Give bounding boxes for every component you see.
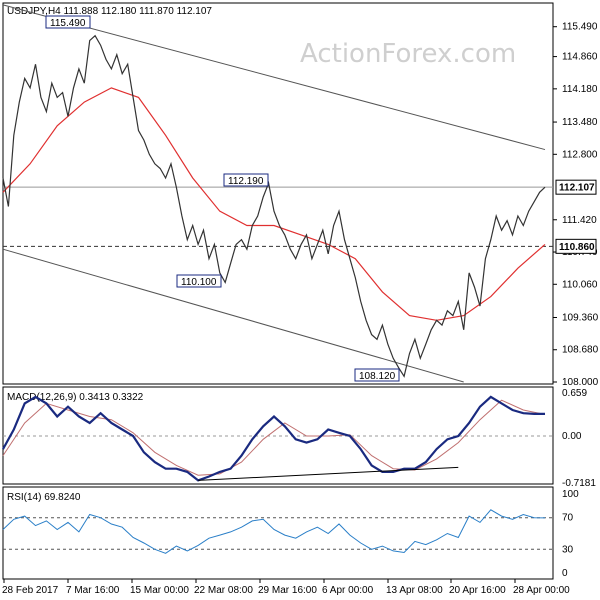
rsi-line bbox=[2, 509, 546, 554]
price-y-tick-5: 111.420 bbox=[562, 215, 597, 226]
price-y-tick-7: 110.060 bbox=[562, 279, 598, 290]
rsi-header: RSI(14) 69.8240 bbox=[7, 492, 81, 503]
x-tick-label-8: 28 Apr 00:00 bbox=[513, 585, 570, 596]
macd-y-tick-1: 0.00 bbox=[562, 431, 582, 442]
macd-y-tick-0: 0.659 bbox=[562, 388, 587, 399]
price-header: USDJPY,H4 111.888 112.180 111.870 112.10… bbox=[7, 6, 212, 17]
macd-signal-line bbox=[2, 399, 546, 476]
rsi-y-tick-0: 100 bbox=[562, 489, 579, 500]
callout-1: 112.190 bbox=[223, 173, 269, 187]
rsi-y-tick-2: 30 bbox=[562, 544, 574, 555]
x-tick-label-3: 22 Mar 08:00 bbox=[194, 585, 253, 596]
callout-box-3 bbox=[354, 368, 400, 382]
callout-box-1 bbox=[223, 173, 269, 187]
rsi-panel-frame bbox=[2, 486, 554, 580]
price-y-tick-4: 112.800 bbox=[562, 149, 598, 160]
price-y-tick-3: 113.480 bbox=[562, 117, 598, 128]
price-y-tick-0: 115.490 bbox=[562, 22, 598, 33]
support-level-tag-text: 110.860 bbox=[559, 242, 595, 253]
callout-2: 110.100 bbox=[176, 274, 222, 288]
x-tick-label-1: 7 Mar 16:00 bbox=[66, 585, 120, 596]
rsi-y-tick-1: 70 bbox=[562, 513, 574, 524]
rsi-plot: 100 70 30 0 bbox=[2, 489, 579, 579]
callout-3: 108.120 bbox=[354, 368, 400, 382]
support-level-tag: 110.860 bbox=[555, 238, 597, 254]
moving-average-line bbox=[2, 87, 546, 321]
macd-panel-frame bbox=[2, 386, 554, 485]
rsi-y-tick-3: 0 bbox=[562, 568, 568, 579]
watermark: ActionForex.com bbox=[300, 39, 516, 69]
x-tick-label-5: 6 Apr 00:00 bbox=[322, 585, 374, 596]
macd-divergence-line bbox=[198, 466, 459, 481]
price-y-tick-8: 109.360 bbox=[562, 313, 599, 324]
price-y-tick-10: 108.000 bbox=[562, 377, 599, 388]
price-plot: 115.490 114.860 114.180 113.480 112.800 111.4… bbox=[2, 4, 599, 388]
price-y-tick-2: 114.180 bbox=[562, 84, 598, 95]
support-level-tag-box bbox=[555, 238, 597, 254]
callout-box-0 bbox=[45, 15, 91, 29]
x-tick-label-0: 28 Feb 2017 bbox=[2, 585, 59, 596]
x-tick-label-2: 15 Mar 00:00 bbox=[130, 585, 189, 596]
macd-y-tick-2: -0.7181 bbox=[562, 478, 596, 489]
time-axis: 28 Feb 2017 7 Mar 16:00 15 Mar 00:00 22 Mar… bbox=[2, 579, 570, 596]
macd-header: MACD(12,26,9) 0.3413 0.3322 bbox=[7, 392, 144, 403]
macd-line bbox=[2, 395, 545, 482]
callout-label-2: 110.100 bbox=[181, 277, 217, 288]
lower-channel-line bbox=[2, 248, 464, 383]
callout-label-3: 108.120 bbox=[359, 371, 396, 382]
callout-0: 115.490 bbox=[45, 15, 91, 29]
price-line bbox=[2, 34, 546, 378]
callout-label-1: 112.190 bbox=[228, 176, 264, 187]
current-price-tag-text: 112.107 bbox=[559, 183, 595, 194]
price-y-tick-9: 108.680 bbox=[562, 345, 599, 356]
callout-label-0: 115.490 bbox=[50, 18, 86, 29]
price-y-tick-1: 114.860 bbox=[562, 52, 598, 63]
current-price-tag-box bbox=[555, 179, 597, 195]
price-panel-frame bbox=[2, 2, 554, 385]
callout-box-2 bbox=[176, 274, 222, 288]
x-tick-label-7: 20 Apr 16:00 bbox=[449, 585, 506, 596]
current-price-tag: 112.107 bbox=[555, 179, 597, 195]
macd-plot: 0.659 0.00 -0.7181 bbox=[2, 388, 596, 489]
x-tick-label-4: 29 Mar 16:00 bbox=[258, 585, 317, 596]
upper-channel-line bbox=[2, 4, 546, 151]
x-tick-label-6: 13 Apr 08:00 bbox=[386, 585, 443, 596]
